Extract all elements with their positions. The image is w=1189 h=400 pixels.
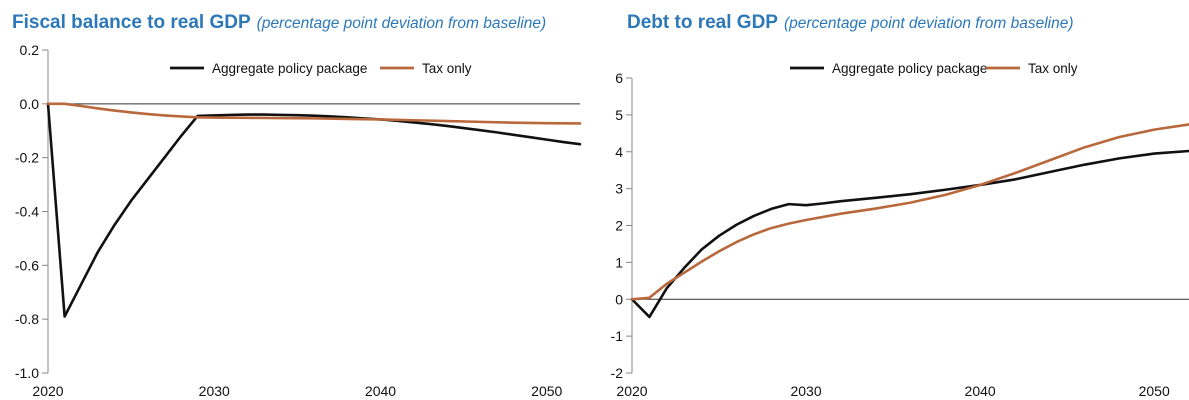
y-tick-label: -0.6 — [15, 257, 39, 273]
y-tick-label: 1 — [615, 254, 623, 270]
x-tick-label: 2040 — [965, 383, 996, 399]
series-line-tax-only — [46, 102, 582, 125]
series-line-aggregate-policy-package — [46, 102, 582, 318]
chart-subtitle: (percentage point deviation from baselin… — [256, 15, 547, 32]
chart-title-group: Debt to real GDP (percentage point deviat… — [627, 12, 1074, 34]
x-tick-label: 2050 — [1139, 383, 1170, 399]
x-tick-label: 2020 — [32, 383, 63, 399]
fiscal-balance-line-chart: 0.2 0.0 -0.2 -0.4 -0.6 -0.8 -1.0 2020 2030 2040 20… — [15, 42, 582, 399]
chart-title: Fiscal balance to real GDP — [12, 12, 251, 33]
y-tick-label: 0.0 — [20, 96, 40, 112]
legend-label: Aggregate policy package — [832, 61, 987, 76]
y-tick-label: -1 — [611, 328, 624, 344]
y-tick-label: 3 — [615, 181, 623, 197]
series-line-tax-only — [630, 123, 1189, 301]
legend-label: Tax only — [1028, 61, 1078, 76]
y-tick-label: 0.2 — [20, 42, 40, 58]
y-tick-label: 2 — [615, 218, 623, 234]
series-line-aggregate-policy-package — [630, 149, 1189, 319]
y-tick-label: 6 — [615, 70, 623, 86]
y-tick-label: -0.4 — [15, 204, 39, 220]
chart-title-group: Fiscal balance to real GDP (percentage po… — [12, 12, 546, 34]
legend-label: Aggregate policy package — [212, 61, 367, 76]
y-tick-label: -0.2 — [15, 150, 39, 166]
chart-title: Debt to real GDP — [627, 12, 778, 33]
x-tick-label: 2040 — [365, 383, 396, 399]
legend-label: Tax only — [422, 61, 472, 76]
x-tick-label: 2030 — [790, 383, 821, 399]
debt-line-chart: 6 5 4 3 2 1 0 -1 -2 2020 2030 2040 2050 Aggregate pol… — [611, 61, 1189, 399]
chart-panel-debt: Debt to real GDP (percentage point deviat… — [611, 0, 1189, 400]
chart-panel-fiscal-balance: Fiscal balance to real GDP (percentage po… — [12, 12, 582, 399]
x-tick-label: 2030 — [199, 383, 230, 399]
y-tick-label: 5 — [615, 107, 623, 123]
y-tick-label: -0.8 — [15, 311, 39, 327]
y-tick-label: -2 — [611, 365, 624, 381]
x-tick-label: 2050 — [531, 383, 562, 399]
chart-subtitle: (percentage point deviation from baselin… — [783, 15, 1074, 32]
x-tick-label: 2020 — [616, 383, 647, 399]
y-tick-label: -1.0 — [15, 365, 39, 381]
y-tick-label: 0 — [615, 291, 623, 307]
y-tick-label: 4 — [615, 144, 623, 160]
